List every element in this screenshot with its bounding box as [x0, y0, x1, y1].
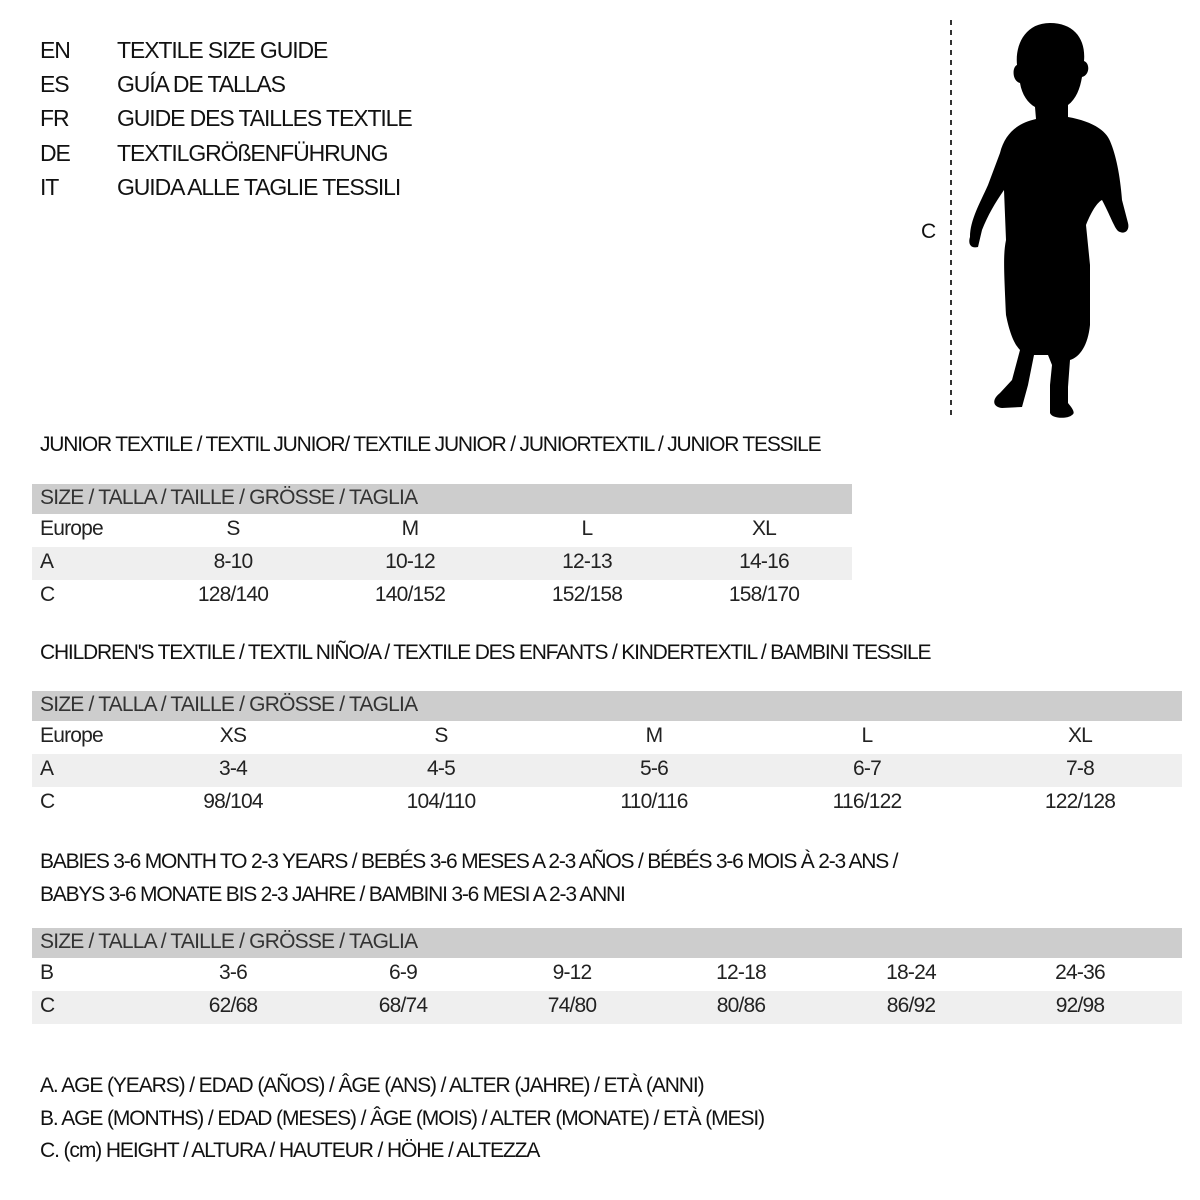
- size-table: SIZE / TALLA / TAILLE / GRÖSSE / TAGLIA B…: [32, 928, 1182, 1024]
- table-cell: 104/110: [406, 790, 477, 813]
- row-label: C: [40, 583, 55, 606]
- footnote: A. AGE (YEARS) / EDAD (AÑOS) / ÂGE (ANS)…: [40, 1074, 705, 1097]
- table-row: A 3-4 4-5 5-6 6-7 7-8: [32, 754, 1182, 787]
- table-cell: 110/116: [620, 790, 688, 813]
- table-cell: 74/80: [547, 994, 597, 1017]
- row-label: A: [40, 550, 54, 573]
- size-table: SIZE / TALLA / TAILLE / GRÖSSE / TAGLIA E…: [32, 484, 852, 613]
- table-cell: 24-36: [1055, 961, 1106, 984]
- table-row: C 98/104 104/110 110/116 116/122 122/128: [32, 787, 1182, 820]
- lang-code: IT: [40, 174, 59, 200]
- table-cell: 3-6: [219, 961, 248, 984]
- section-heading: BABYS 3-6 MONATE BIS 2-3 JAHRE / BAMBINI…: [40, 883, 626, 906]
- row-label: C: [40, 994, 55, 1017]
- table-row: C 62/68 68/74 74/80 80/86 86/92 92/98: [32, 991, 1182, 1024]
- table-cell: 62/68: [208, 994, 258, 1017]
- row-label: B: [40, 961, 54, 984]
- table-row: A 8-10 10-12 12-13 14-16: [32, 547, 852, 580]
- table-cell: S: [226, 517, 240, 540]
- row-label: A: [40, 757, 54, 780]
- table-header-row: SIZE / TALLA / TAILLE / GRÖSSE / TAGLIA: [32, 484, 852, 514]
- table-cell: XS: [219, 724, 247, 747]
- table-header-row: SIZE / TALLA / TAILLE / GRÖSSE / TAGLIA: [32, 928, 1182, 958]
- table-cell: 14-16: [739, 550, 790, 573]
- table-cell: 86/92: [886, 994, 936, 1017]
- table-header: SIZE / TALLA / TAILLE / GRÖSSE / TAGLIA: [40, 486, 418, 509]
- row-label: Europe: [40, 517, 104, 540]
- title-text: GUIDE DES TAILLES TEXTILE: [117, 105, 413, 131]
- table-cell: 12-18: [716, 961, 767, 984]
- table-cell: 7-8: [1066, 757, 1095, 780]
- table-cell: 116/122: [832, 790, 903, 813]
- table-cell: 140/152: [374, 583, 446, 606]
- table-cell: 80/86: [716, 994, 766, 1017]
- section-heading: BABIES 3-6 MONTH TO 2-3 YEARS / BEBÉS 3-…: [40, 850, 899, 873]
- title-text: TEXTILE SIZE GUIDE: [117, 37, 328, 63]
- table-cell: XL: [751, 517, 777, 540]
- table-cell: 10-12: [385, 550, 436, 573]
- table-cell: 128/140: [197, 583, 269, 606]
- table-cell: 3-4: [219, 757, 248, 780]
- table-row: Europe XS S M L XL: [32, 721, 1182, 754]
- title-text: GUIDA ALLE TAGLIE TESSILI: [117, 174, 401, 200]
- table-header: SIZE / TALLA / TAILLE / GRÖSSE / TAGLIA: [40, 930, 418, 953]
- lang-code: DE: [40, 140, 71, 166]
- table-cell: 152/158: [551, 583, 623, 606]
- table-row: B 3-6 6-9 9-12 12-18 18-24 24-36: [32, 958, 1182, 991]
- table-header: SIZE / TALLA / TAILLE / GRÖSSE / TAGLIA: [40, 693, 418, 716]
- table-row: C 128/140 140/152 152/158 158/170: [32, 580, 852, 613]
- table-cell: 4-5: [427, 757, 456, 780]
- child-silhouette-icon: [950, 20, 1129, 418]
- table-cell: S: [434, 724, 448, 747]
- lang-code: ES: [40, 71, 70, 97]
- table-header-row: SIZE / TALLA / TAILLE / GRÖSSE / TAGLIA: [32, 691, 1182, 721]
- table-cell: 158/170: [728, 583, 800, 606]
- table-cell: 6-7: [853, 757, 882, 780]
- table-cell: 8-10: [213, 550, 254, 573]
- footnote: C. (cm) HEIGHT / ALTURA / HAUTEUR / HÖHE…: [40, 1139, 540, 1162]
- table-cell: 5-6: [640, 757, 669, 780]
- table-cell: M: [401, 517, 419, 540]
- row-label: C: [40, 790, 55, 813]
- table-cell: 68/74: [378, 994, 428, 1017]
- section-heading: JUNIOR TEXTILE / TEXTIL JUNIOR/ TEXTILE …: [40, 433, 822, 456]
- table-cell: XL: [1067, 724, 1093, 747]
- table-cell: L: [861, 724, 874, 747]
- table-cell: 18-24: [886, 961, 937, 984]
- table-cell: 9-12: [552, 961, 593, 984]
- table-cell: M: [645, 724, 663, 747]
- table-cell: 122/128: [1044, 790, 1116, 813]
- table-cell: 6-9: [389, 961, 418, 984]
- table-cell: 98/104: [203, 790, 263, 813]
- title-text: GUÍA DE TALLAS: [117, 71, 286, 97]
- table-cell: 12-13: [562, 550, 613, 573]
- table-cell: L: [581, 517, 594, 540]
- measure-label: C: [921, 220, 936, 243]
- footnote: B. AGE (MONTHS) / EDAD (MESES) / ÂGE (MO…: [40, 1107, 765, 1130]
- row-label: Europe: [40, 724, 104, 747]
- lang-code: EN: [40, 37, 71, 63]
- size-table: SIZE / TALLA / TAILLE / GRÖSSE / TAGLIA E…: [32, 691, 1182, 820]
- table-cell: 92/98: [1055, 994, 1105, 1017]
- lang-code: FR: [40, 105, 70, 131]
- title-text: TEXTILGRÖßENFÜHRUNG: [117, 140, 389, 166]
- section-heading: CHILDREN'S TEXTILE / TEXTIL NIÑO/A / TEX…: [40, 641, 932, 664]
- table-row: Europe S M L XL: [32, 514, 852, 547]
